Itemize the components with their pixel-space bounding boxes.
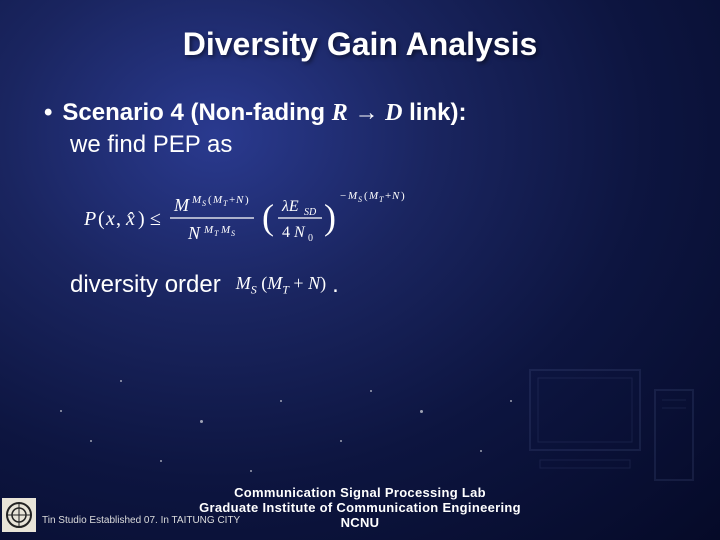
svg-text:M: M (203, 224, 214, 236)
svg-text:S: S (231, 229, 235, 238)
svg-text:(: ( (208, 194, 212, 206)
diversity-period: . (332, 271, 339, 299)
diversity-label: diversity order (70, 271, 221, 299)
star-icon (120, 380, 122, 382)
svg-text:T: T (223, 199, 228, 208)
svg-text:N: N (187, 223, 201, 243)
svg-text:(: ( (262, 197, 274, 237)
svg-text:): ) (324, 197, 336, 237)
star-icon (280, 400, 282, 402)
svg-text:P: P (84, 208, 96, 230)
svg-text:−: − (340, 190, 346, 202)
svg-text:(: ( (98, 208, 105, 230)
svg-text:M: M (368, 190, 379, 202)
star-icon (200, 420, 203, 423)
decorative-computer-outline (520, 360, 700, 500)
svg-text:,: , (116, 208, 121, 230)
svg-text:0: 0 (308, 233, 313, 244)
star-icon (510, 400, 512, 402)
svg-text:(: ( (364, 190, 368, 202)
star-icon (160, 460, 162, 462)
svg-text:S: S (202, 199, 206, 208)
svg-text:x̂: x̂ (125, 208, 135, 230)
slide-title: Diversity Gain Analysis (0, 0, 720, 63)
pep-formula: P ( x , x̂ ) ≤ M M S ( M T + N ) N M T (84, 185, 676, 251)
star-icon (420, 410, 423, 413)
svg-text:+: + (229, 194, 235, 206)
svg-text:T: T (214, 229, 219, 238)
star-icon (250, 470, 252, 472)
svg-text:M: M (212, 194, 223, 206)
star-icon (480, 450, 482, 452)
svg-text:): ) (401, 190, 405, 202)
svg-text:S: S (358, 195, 362, 204)
svg-text:N: N (391, 190, 400, 202)
footer-credits: Communication Signal Processing Lab Grad… (0, 485, 720, 530)
scenario-subtext: we find PEP as (44, 131, 676, 159)
svg-text:M: M (347, 190, 358, 202)
diversity-math: MS (MT + N) (227, 273, 326, 298)
svg-text:): ) (138, 208, 145, 230)
svg-text:M: M (173, 195, 190, 215)
svg-text:4: 4 (282, 224, 290, 241)
svg-text:M: M (191, 194, 202, 206)
star-icon (340, 440, 342, 442)
scenario-text: Scenario 4 (Non-fading R → D link): (62, 99, 466, 127)
svg-text:λE: λE (281, 198, 299, 215)
star-icon (370, 390, 372, 392)
svg-text:SD: SD (304, 207, 317, 218)
star-icon (60, 410, 62, 412)
svg-text:N: N (235, 194, 244, 206)
svg-text:N: N (293, 224, 306, 241)
svg-text:T: T (379, 195, 384, 204)
svg-text:≤: ≤ (150, 208, 161, 230)
svg-text:+: + (385, 190, 391, 202)
svg-text:x: x (105, 208, 115, 230)
svg-text:): ) (245, 194, 249, 206)
star-icon (90, 440, 92, 442)
svg-text:M: M (220, 224, 231, 236)
bullet-icon: • (44, 99, 52, 127)
